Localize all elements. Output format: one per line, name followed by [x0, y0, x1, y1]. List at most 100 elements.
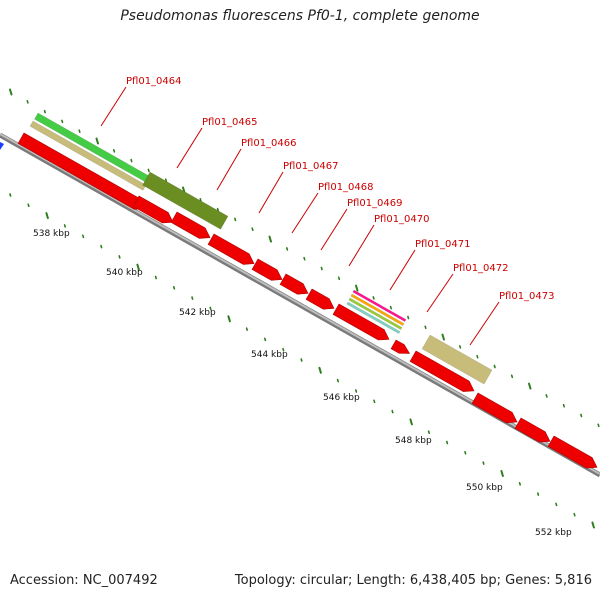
major-tick [268, 235, 272, 243]
minor-tick [282, 347, 285, 352]
minor-tick [464, 450, 467, 455]
gene-label-leader [389, 249, 416, 291]
major-tick [409, 418, 413, 426]
minor-tick [26, 100, 29, 104]
gene-label: Pfl01_0473 [499, 291, 555, 302]
scale-label: 538 kbp [33, 229, 70, 239]
major-tick [528, 382, 532, 390]
minor-tick [337, 276, 341, 281]
gene-label: Pfl01_0471 [415, 239, 471, 250]
feature-layer [29, 112, 493, 385]
minor-tick [555, 502, 558, 507]
feature-band-teal [346, 301, 401, 335]
major-tick [355, 284, 359, 292]
minor-tick [164, 178, 168, 182]
minor-tick [336, 378, 340, 383]
feature-band-lime [348, 297, 403, 331]
minor-tick [78, 129, 81, 133]
major-tick [136, 263, 140, 271]
gene-label: Pfl01_0468 [318, 182, 374, 193]
gene-label: Pfl01_0469 [347, 198, 403, 209]
feature-band-olive [142, 171, 229, 230]
minor-tick [389, 305, 393, 310]
minor-tick [354, 389, 358, 393]
minor-tick [27, 203, 30, 208]
minor-tick [285, 247, 289, 251]
minor-tick [173, 285, 176, 290]
minor-tick [518, 481, 522, 486]
feature-band-magenta [352, 289, 407, 323]
major-tick [9, 88, 13, 96]
gene-label: Pfl01_0464 [126, 76, 182, 87]
minor-tick [147, 168, 150, 173]
minor-tick [562, 403, 566, 408]
minor-tick [130, 158, 133, 163]
minor-tick [476, 354, 479, 359]
cds-arrow [547, 435, 598, 469]
gene-label-leader [469, 301, 500, 346]
minor-tick [82, 234, 85, 239]
scale-label: 540 kbp [106, 268, 143, 278]
minor-tick [424, 325, 427, 330]
major-tick [500, 470, 504, 477]
gene-label-leader [216, 148, 242, 191]
major-tick [45, 212, 49, 220]
minor-tick [493, 364, 496, 369]
accession-text: Accession: NC_007492 [10, 573, 158, 588]
cds-arrow [332, 303, 390, 341]
minor-tick [63, 224, 66, 228]
gene-label-leader [291, 192, 319, 234]
gene-label: Pfl01_0467 [283, 161, 339, 172]
map-title: Pseudomonas fluorescens Pf0-1, complete … [120, 8, 480, 24]
gene-label: Pfl01_0466 [241, 138, 297, 149]
minor-tick [61, 119, 64, 124]
feature-band-khaki [421, 334, 493, 385]
minor-tick [510, 374, 514, 379]
backbone-layer [0, 132, 600, 478]
scale-label: 542 kbp [179, 308, 216, 318]
scale-label: 546 kbp [323, 393, 360, 403]
minor-tick [209, 306, 212, 311]
minor-tick [216, 207, 219, 212]
minor-tick [372, 296, 375, 300]
scale-label: 550 kbp [466, 483, 503, 493]
minor-tick [251, 227, 254, 231]
cds-arrow [514, 417, 551, 443]
gene-label-leader [320, 208, 348, 251]
minor-tick [597, 423, 600, 428]
cds-arrow [132, 195, 174, 224]
cds-arrow [279, 273, 309, 295]
cds-arrow [251, 258, 283, 281]
minor-tick [573, 512, 576, 517]
minor-tick [445, 440, 449, 445]
feature-band-khaki [29, 120, 147, 191]
minor-tick [199, 198, 202, 202]
minor-tick [407, 315, 410, 320]
gene-label-layer: Pfl01_0464 Pfl01_0465 Pfl01_0466 Pfl01_0467… [100, 76, 555, 346]
minor-tick [427, 430, 431, 435]
minor-tick [245, 327, 248, 331]
major-tick [227, 315, 231, 323]
cds-arrow [305, 288, 335, 310]
minor-tick [536, 492, 540, 496]
cds-arrow [207, 233, 255, 265]
gene-label-leader [258, 171, 284, 214]
cds-layer [17, 132, 598, 469]
cds-arrow [390, 339, 411, 354]
minor-tick [118, 255, 121, 259]
scale-label: 552 kbp [535, 528, 572, 538]
minor-tick [303, 256, 306, 261]
minor-tick [373, 399, 376, 404]
minor-tick [43, 109, 47, 114]
minor-tick [300, 358, 303, 362]
minor-tick [100, 244, 103, 249]
gene-label: Pfl01_0470 [374, 214, 430, 225]
cds-arrow [170, 211, 211, 239]
gene-label-leader [176, 127, 203, 169]
major-tick [441, 333, 445, 341]
major-tick [95, 137, 99, 145]
blue-feature-edge [0, 142, 4, 150]
minor-tick [482, 461, 485, 465]
minor-tick [391, 409, 394, 414]
minor-tick [154, 275, 157, 280]
